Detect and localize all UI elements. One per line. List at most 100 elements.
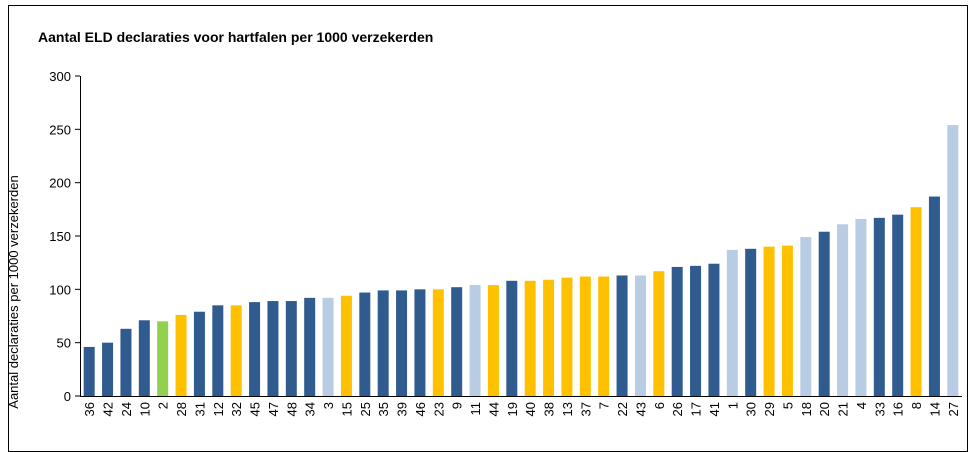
bar — [726, 249, 738, 396]
bar — [524, 280, 536, 396]
bar — [855, 218, 867, 396]
bar — [671, 266, 683, 396]
y-tick-label: 300 — [49, 69, 71, 84]
x-tick-label: 22 — [615, 402, 630, 416]
x-tick-label: 31 — [192, 402, 207, 416]
bar — [745, 248, 757, 396]
bar — [616, 275, 628, 396]
x-tick-label: 28 — [174, 402, 189, 416]
chart-title: Aantal ELD declaraties voor hartfalen pe… — [38, 29, 433, 45]
bar — [249, 302, 261, 396]
bar — [634, 275, 646, 396]
x-tick-label: 30 — [744, 402, 759, 416]
x-tick-label: 35 — [376, 402, 391, 416]
bar — [800, 237, 812, 396]
x-tick-label: 25 — [358, 402, 373, 416]
x-tick-label: 43 — [633, 402, 648, 416]
x-tick-label: 29 — [762, 402, 777, 416]
x-tick-label: 20 — [817, 402, 832, 416]
bar — [561, 277, 573, 396]
x-tick-label: 37 — [578, 402, 593, 416]
bar — [763, 246, 775, 396]
x-tick-label: 44 — [486, 402, 501, 416]
y-axis-label: Aantal declaraties per 1000 verzekerden — [6, 175, 21, 408]
bar — [818, 231, 830, 396]
x-tick-label: 8 — [909, 402, 924, 409]
x-tick-label: 16 — [891, 402, 906, 416]
x-tick-label: 4 — [854, 402, 869, 409]
bar — [414, 289, 426, 396]
bar — [304, 297, 316, 396]
x-tick-label: 40 — [523, 402, 538, 416]
bar — [432, 289, 444, 396]
x-tick-label: 2 — [156, 402, 171, 409]
x-tick-label: 45 — [248, 402, 263, 416]
bar — [910, 207, 922, 396]
y-tick-label: 250 — [49, 122, 71, 137]
bar — [322, 297, 334, 396]
x-tick-label: 48 — [284, 402, 299, 416]
x-tick-label: 12 — [211, 402, 226, 416]
bar — [377, 290, 389, 396]
x-tick-label: 5 — [780, 402, 795, 409]
bar — [230, 305, 242, 396]
bar — [212, 305, 224, 396]
bar — [579, 276, 591, 396]
bar — [267, 301, 279, 396]
bar — [157, 321, 169, 396]
x-tick-label: 34 — [303, 402, 318, 416]
x-tick-label: 18 — [799, 402, 814, 416]
y-tick-label: 0 — [64, 389, 71, 404]
bar — [506, 280, 518, 396]
x-tick-label: 11 — [468, 402, 483, 416]
bar — [928, 196, 940, 396]
bar — [138, 320, 150, 396]
x-tick-label: 6 — [652, 402, 667, 409]
bar — [947, 125, 959, 397]
x-tick-label: 13 — [560, 402, 575, 416]
x-tick-label: 7 — [597, 402, 612, 409]
x-tick-label: 32 — [229, 402, 244, 416]
y-tick-label: 100 — [49, 282, 71, 297]
y-tick-label: 150 — [49, 229, 71, 244]
bar — [396, 290, 408, 396]
x-tick-label: 10 — [137, 402, 152, 416]
x-tick-label: 15 — [339, 402, 354, 416]
x-tick-label: 3 — [321, 402, 336, 409]
bar — [193, 311, 205, 396]
x-tick-label: 47 — [266, 402, 281, 416]
bar — [120, 328, 132, 396]
bar — [83, 346, 95, 396]
x-tick-label: 33 — [872, 402, 887, 416]
y-tick-label: 50 — [57, 336, 71, 351]
bar — [469, 285, 481, 396]
x-tick-label: 39 — [395, 402, 410, 416]
bar — [285, 301, 297, 396]
bar — [102, 342, 114, 396]
bar — [340, 295, 352, 396]
bar — [690, 265, 702, 396]
bar — [653, 271, 665, 396]
x-tick-label: 17 — [689, 402, 704, 416]
x-tick-label: 27 — [946, 402, 961, 416]
x-tick-label: 41 — [707, 402, 722, 416]
bar — [451, 287, 463, 396]
x-tick-label: 21 — [836, 402, 851, 416]
bar — [708, 263, 720, 396]
y-tick-label: 200 — [49, 176, 71, 191]
x-tick-label: 9 — [450, 402, 465, 409]
bar — [873, 217, 885, 396]
bar — [781, 245, 793, 396]
x-tick-label: 1 — [725, 402, 740, 409]
bar — [175, 314, 187, 396]
x-tick-label: 46 — [413, 402, 428, 416]
x-tick-label: 36 — [82, 402, 97, 416]
bar — [543, 279, 555, 396]
x-tick-label: 14 — [927, 402, 942, 416]
bar — [837, 224, 849, 396]
x-tick-label: 38 — [542, 402, 557, 416]
x-tick-label: 23 — [431, 402, 446, 416]
bar — [598, 276, 610, 396]
x-tick-label: 26 — [670, 402, 685, 416]
